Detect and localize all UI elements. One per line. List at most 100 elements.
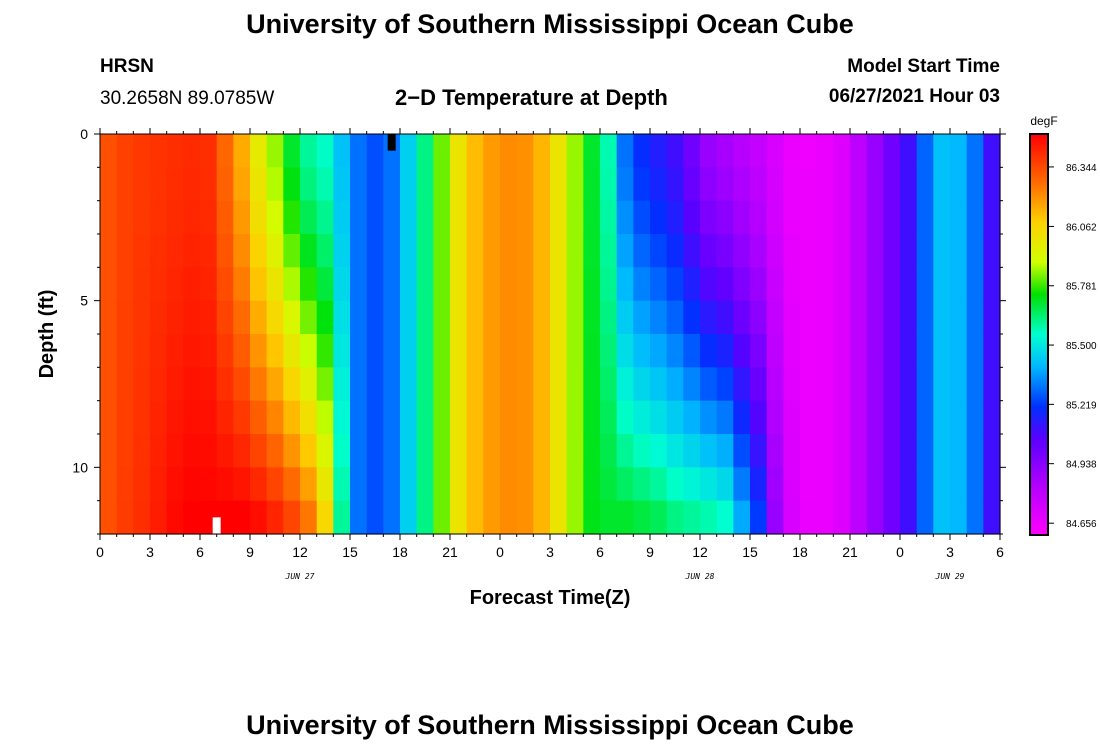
heatmap-cell [383, 434, 401, 468]
station-name: HRSN [100, 56, 154, 77]
heatmap-cell [366, 400, 384, 435]
heatmap-cell [250, 367, 268, 402]
heatmap-cell [733, 234, 751, 268]
heatmap-cell [550, 500, 568, 535]
heatmap-cell [500, 234, 518, 268]
heatmap-cell [333, 467, 351, 502]
heatmap-cell [133, 400, 151, 435]
heatmap-cell [216, 200, 234, 235]
heatmap-cell [933, 434, 951, 468]
heatmap-cell [683, 300, 701, 335]
heatmap-cell [916, 200, 934, 235]
heatmap-cell [433, 500, 451, 535]
heatmap-cell [250, 500, 268, 535]
heatmap-cell [800, 234, 818, 268]
y-axis: 0 5 10 [72, 126, 1006, 535]
heatmap-cell [950, 134, 968, 168]
heatmap-cell [833, 467, 851, 502]
heatmap-cell [100, 134, 118, 168]
heatmap-cell [750, 134, 768, 168]
heatmap-cell [716, 167, 734, 202]
heatmap-cell [883, 234, 901, 268]
heatmap-cell [616, 167, 634, 202]
heatmap-cell [666, 434, 684, 468]
heatmap-cell [900, 200, 918, 235]
heatmap-cell [883, 267, 901, 302]
heatmap-cell [500, 267, 518, 302]
heatmap-cell [500, 367, 518, 402]
heatmap-cell [450, 467, 468, 502]
heatmap-cell [766, 200, 784, 235]
heatmap-cell [466, 200, 484, 235]
heatmap-cell [583, 167, 601, 202]
heatmap-cell [716, 367, 734, 402]
heatmap-cell [916, 467, 934, 502]
heatmap-cell [816, 434, 834, 468]
heatmap-cell [150, 467, 168, 502]
heatmap-cell [550, 467, 568, 502]
heatmap-cell [700, 334, 718, 368]
heatmap-cell [966, 267, 984, 302]
heatmap-cell [150, 400, 168, 435]
heatmap-cell [950, 334, 968, 368]
heatmap-cell [466, 334, 484, 368]
heatmap-cell [700, 234, 718, 268]
heatmap-cell [350, 400, 368, 435]
heatmap-cell [816, 167, 834, 202]
heatmap-markers [212, 134, 396, 534]
heatmap-cell [350, 134, 368, 168]
heatmap-cell [616, 300, 634, 335]
heatmap-cell [233, 467, 251, 502]
heatmap-cell [183, 300, 201, 335]
heatmap-cell [383, 167, 401, 202]
heatmap-cell [633, 434, 651, 468]
heatmap-cell [866, 167, 884, 202]
heatmap-cell [316, 500, 334, 535]
heatmap-cell [716, 400, 734, 435]
colorbar-ramp [1029, 133, 1049, 536]
heatmap-cell [983, 200, 1001, 235]
heatmap-cell [750, 367, 768, 402]
heatmap-cell [950, 400, 968, 435]
heatmap-cell [633, 334, 651, 368]
heatmap-cell [700, 167, 718, 202]
heatmap-cell [533, 467, 551, 502]
heatmap-cell [683, 267, 701, 302]
heatmap-cell [916, 300, 934, 335]
heatmap-cell [383, 300, 401, 335]
heatmap-cell [450, 400, 468, 435]
heatmap-cell [900, 367, 918, 402]
heatmap-cell [816, 334, 834, 368]
heatmap-cell [333, 234, 351, 268]
heatmap-cell [533, 234, 551, 268]
x-date-label: JUN 28 [685, 572, 715, 581]
heatmap-cell [616, 367, 634, 402]
heatmap-cell [283, 267, 301, 302]
heatmap-cell [666, 234, 684, 268]
heatmap-cell [733, 300, 751, 335]
heatmap-cell [883, 200, 901, 235]
heatmap-cell [200, 367, 218, 402]
heatmap-cell [850, 300, 868, 335]
heatmap-cell [583, 500, 601, 535]
heatmap-cell [350, 434, 368, 468]
heatmap-cell [650, 234, 668, 268]
heatmap-cell [916, 167, 934, 202]
heatmap-cell [850, 200, 868, 235]
heatmap-cell [200, 434, 218, 468]
heatmap-cell [216, 467, 234, 502]
heatmap-cell [833, 167, 851, 202]
heatmap-cell [200, 234, 218, 268]
heatmap-cell [116, 300, 134, 335]
heatmap-cell [783, 334, 801, 368]
heatmap-cell [266, 300, 284, 335]
heatmap-cell [800, 134, 818, 168]
heatmap-cell [600, 167, 618, 202]
heatmap-cell [866, 300, 884, 335]
heatmap-cell [133, 434, 151, 468]
heatmap-cell [466, 167, 484, 202]
heatmap-cell [216, 300, 234, 335]
heatmap-cell [300, 434, 318, 468]
heatmap-cell [433, 267, 451, 302]
heatmap-cell [133, 267, 151, 302]
